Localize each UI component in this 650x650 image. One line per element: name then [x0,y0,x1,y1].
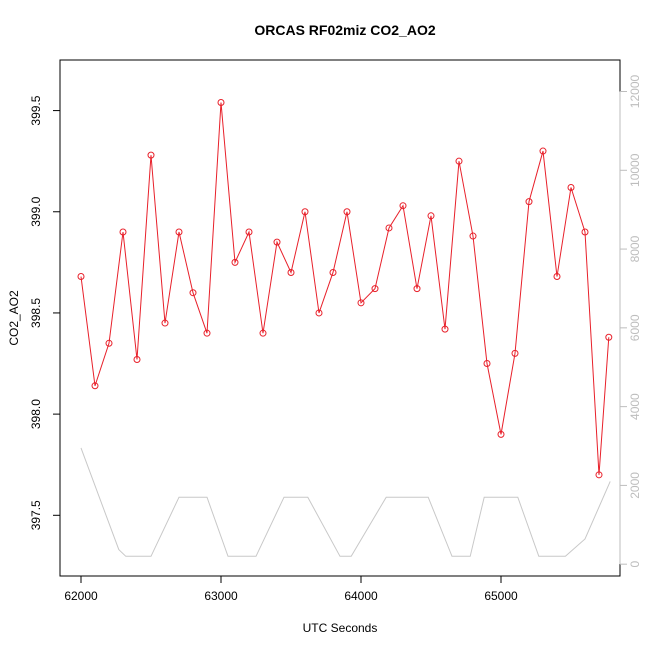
co2-point [511,349,519,357]
co2-point [273,238,281,246]
co2-point [357,299,365,307]
co2-point [329,268,337,276]
y-axis-left: 397.5 398.0 398.5 399.0 399.5 [29,95,61,530]
co2-point [441,325,449,333]
co2-point [147,151,155,159]
co2-line [80,102,610,475]
y-tick-label: 399.0 [29,196,43,226]
co2-point [119,228,127,236]
y-tick-label: 399.5 [29,95,43,125]
x-axis-label: UTC Seconds [303,621,378,635]
co2-point [427,212,435,220]
co2-point [301,208,309,216]
altitude-line [80,447,611,557]
co2-point [175,228,183,236]
y-axis-label: CO2_AO2 [7,290,21,346]
co2-point [413,285,421,293]
y2-tick-label: 4000 [628,393,642,420]
co2-point [605,333,613,341]
co2-point [553,273,561,281]
x-tick-label: 63000 [204,589,238,603]
co2-point [105,339,113,347]
co2-series [77,98,613,479]
co2-point [567,183,575,191]
y-axis-right: 0 2000 4000 6000 8000 10000 12000 [619,75,642,568]
y2-tick-label: 2000 [628,472,642,499]
co2-point [371,285,379,293]
co2-point [287,268,295,276]
co2-point [539,147,547,155]
co2-point [133,355,141,363]
co2-point [497,430,505,438]
co2-point [189,289,197,297]
y2-tick-label: 8000 [628,235,642,262]
y-tick-label: 398.0 [29,399,43,429]
co2-point [231,258,239,266]
altitude-series [80,447,611,557]
co2-point [525,198,533,206]
y2-tick-label: 10000 [628,153,642,187]
co2-point [77,273,85,281]
y-tick-label: 398.5 [29,298,43,328]
y2-tick-label: 6000 [628,314,642,341]
co2-point [245,228,253,236]
x-tick-label: 65000 [484,589,518,603]
co2-point [399,202,407,210]
co2-point [595,471,603,479]
x-tick-label: 62000 [64,589,98,603]
co2-point [455,157,463,165]
co2-point [385,224,393,232]
co2-point [483,360,491,368]
co2-point [91,382,99,390]
plot-frame [59,59,621,577]
co2-point [469,232,477,240]
co2-point [161,319,169,327]
chart-title: ORCAS RF02miz CO2_AO2 [254,22,435,38]
x-tick-label: 64000 [344,589,378,603]
y2-tick-label: 12000 [628,75,642,109]
x-axis: 62000 63000 64000 65000 [64,575,518,603]
y2-tick-label: 0 [628,561,642,568]
co2-point [217,98,225,106]
y-tick-label: 397.5 [29,500,43,530]
co2-point [343,208,351,216]
co2-point [315,309,323,317]
co2-point [259,329,267,337]
co2-point [581,228,589,236]
co2-point [203,329,211,337]
